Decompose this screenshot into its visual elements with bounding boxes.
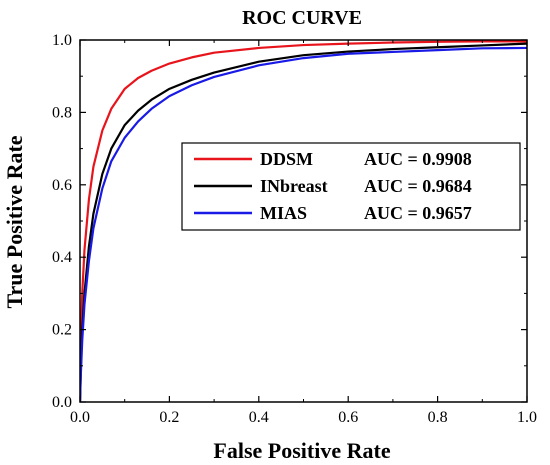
x-tick-label: 0.2 xyxy=(159,409,179,426)
legend: DDSM AUC = 0.9908 INbreast AUC = 0.9684 MIAS… xyxy=(181,142,521,231)
legend-item-ddsm: DDSM AUC = 0.9908 xyxy=(194,149,472,169)
y-tick-label: 0.6 xyxy=(52,177,72,194)
series-line-mias xyxy=(80,46,527,402)
legend-series-name: DDSM xyxy=(260,149,313,169)
x-tick-label: 1.0 xyxy=(517,409,537,426)
legend-item-inbreast: INbreast AUC = 0.9684 xyxy=(194,176,472,196)
y-tick-label: 0.0 xyxy=(52,394,72,411)
y-tick-label: 0.8 xyxy=(52,104,72,121)
legend-auc-label: AUC = 0.9908 xyxy=(364,149,472,169)
x-tick-label: 0.8 xyxy=(428,409,448,426)
x-tick-label: 0.0 xyxy=(70,409,90,426)
chart-title: ROC CURVE xyxy=(242,7,362,29)
legend-series-name: INbreast xyxy=(260,176,328,196)
legend-series-name: MIAS xyxy=(260,203,307,223)
y-tick-label: 0.2 xyxy=(52,322,72,339)
x-tick-label: 0.4 xyxy=(249,409,269,426)
legend-auc-label: AUC = 0.9657 xyxy=(364,203,472,223)
legend-auc-label: AUC = 0.9684 xyxy=(364,176,472,196)
series-line-inbreast xyxy=(80,42,527,402)
x-axis: 0.0 0.2 0.4 0.6 0.8 1.0 xyxy=(70,40,537,426)
y-tick-label: 1.0 xyxy=(52,32,72,49)
x-axis-label: False Positive Rate xyxy=(213,438,390,463)
series-lines xyxy=(80,40,527,402)
series-line-ddsm xyxy=(80,40,527,402)
y-tick-label: 0.4 xyxy=(52,249,72,266)
y-axis-label: True Positive Rate xyxy=(2,135,27,308)
y-axis: 0.0 0.2 0.4 0.6 0.8 1.0 xyxy=(52,32,527,411)
x-tick-label: 0.6 xyxy=(338,409,358,426)
legend-item-mias: MIAS AUC = 0.9657 xyxy=(194,203,472,223)
